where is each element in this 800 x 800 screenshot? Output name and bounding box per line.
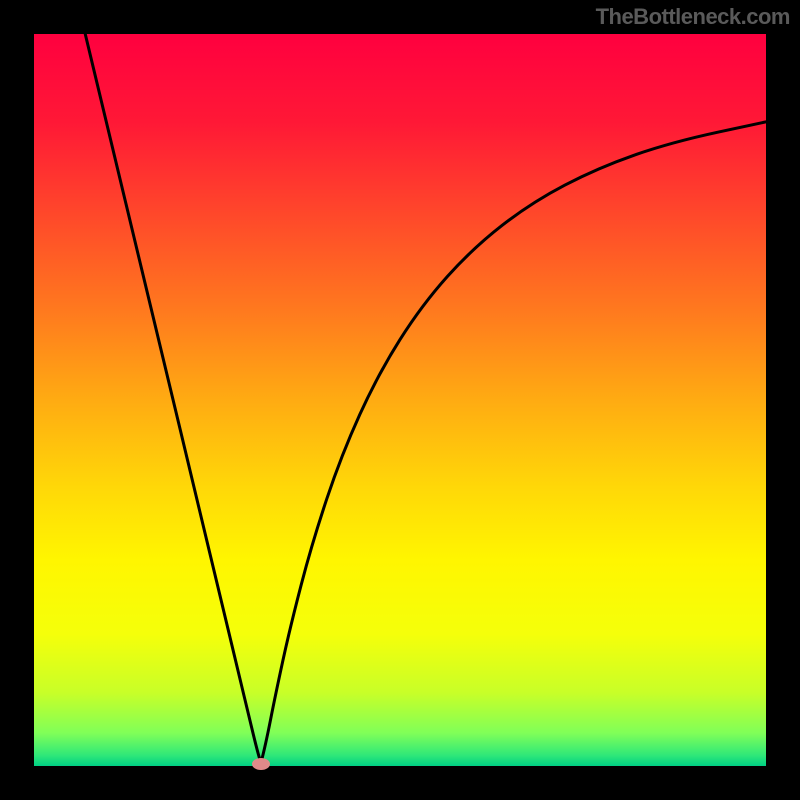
curve-right-branch	[261, 122, 766, 763]
attribution-label: TheBottleneck.com	[596, 4, 790, 30]
curve-overlay	[34, 34, 766, 766]
minimum-marker	[252, 758, 270, 770]
plot-area	[34, 34, 766, 766]
chart-container: TheBottleneck.com	[0, 0, 800, 800]
curve-left-branch	[85, 34, 261, 763]
